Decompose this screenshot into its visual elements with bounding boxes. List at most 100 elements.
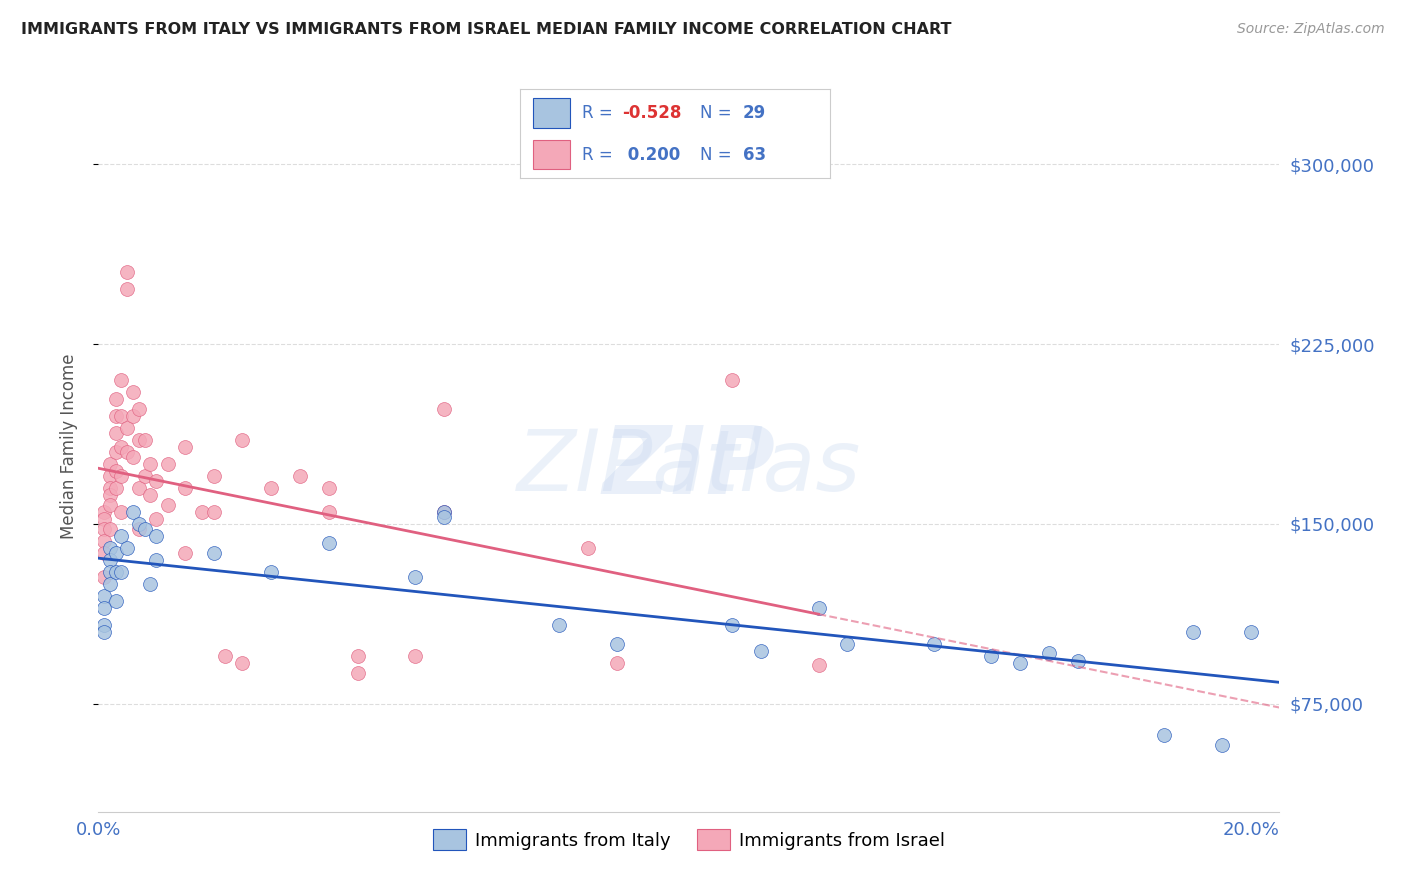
- Point: [93, 600, 115, 615]
- Point: [115, 421, 138, 435]
- Point: [122, 409, 145, 423]
- Point: [128, 401, 150, 416]
- Point: [115, 445, 138, 459]
- Point: [1067, 654, 1090, 668]
- Point: [807, 658, 830, 673]
- Point: [134, 469, 156, 483]
- Y-axis label: Median Family Income: Median Family Income: [59, 353, 77, 539]
- Point: [104, 593, 127, 607]
- Point: [104, 392, 127, 407]
- Legend: Immigrants from Italy, Immigrants from Israel: Immigrants from Italy, Immigrants from I…: [426, 822, 952, 857]
- Point: [134, 433, 156, 447]
- Point: [139, 457, 162, 471]
- Point: [115, 541, 138, 555]
- Point: [98, 457, 121, 471]
- Point: [93, 512, 115, 526]
- Point: [98, 577, 121, 591]
- Point: [104, 546, 127, 560]
- Text: 0.200: 0.200: [623, 145, 681, 164]
- Point: [122, 505, 145, 519]
- Point: [128, 433, 150, 447]
- Point: [98, 481, 121, 495]
- Point: [214, 648, 236, 663]
- Point: [980, 648, 1002, 663]
- Point: [93, 624, 115, 639]
- Point: [104, 425, 127, 440]
- Point: [93, 570, 115, 584]
- Point: [404, 570, 426, 584]
- Point: [98, 565, 121, 579]
- Point: [139, 488, 162, 502]
- Text: N =: N =: [700, 103, 737, 122]
- Point: [288, 469, 311, 483]
- Point: [145, 512, 167, 526]
- Text: 63: 63: [742, 145, 766, 164]
- Point: [93, 589, 115, 603]
- Point: [749, 644, 772, 658]
- Point: [721, 373, 744, 387]
- Point: [433, 505, 456, 519]
- Point: [1240, 624, 1263, 639]
- Point: [318, 536, 340, 550]
- Point: [1010, 656, 1032, 670]
- Text: R =: R =: [582, 145, 619, 164]
- Point: [807, 600, 830, 615]
- Point: [202, 469, 225, 483]
- Point: [260, 481, 283, 495]
- Point: [231, 433, 253, 447]
- Point: [104, 565, 127, 579]
- Point: [202, 505, 225, 519]
- Point: [1182, 624, 1205, 639]
- Point: [93, 522, 115, 536]
- Point: [1153, 728, 1175, 742]
- Text: ZIPatlas: ZIPatlas: [517, 426, 860, 509]
- Text: N =: N =: [700, 145, 737, 164]
- Point: [110, 440, 132, 454]
- Point: [98, 469, 121, 483]
- Point: [93, 617, 115, 632]
- Point: [104, 445, 127, 459]
- Point: [104, 464, 127, 478]
- Point: [104, 409, 127, 423]
- Point: [115, 265, 138, 279]
- Point: [122, 450, 145, 464]
- Point: [139, 577, 162, 591]
- Point: [110, 469, 132, 483]
- Text: Source: ZipAtlas.com: Source: ZipAtlas.com: [1237, 22, 1385, 37]
- Point: [98, 488, 121, 502]
- Point: [145, 529, 167, 543]
- Point: [128, 481, 150, 495]
- Point: [156, 498, 179, 512]
- Point: [433, 401, 456, 416]
- Text: -0.528: -0.528: [623, 103, 682, 122]
- Point: [318, 505, 340, 519]
- Point: [122, 385, 145, 400]
- Point: [110, 505, 132, 519]
- FancyBboxPatch shape: [533, 140, 569, 169]
- Point: [110, 529, 132, 543]
- Point: [110, 373, 132, 387]
- Text: IMMIGRANTS FROM ITALY VS IMMIGRANTS FROM ISRAEL MEDIAN FAMILY INCOME CORRELATION: IMMIGRANTS FROM ITALY VS IMMIGRANTS FROM…: [21, 22, 952, 37]
- Point: [548, 617, 571, 632]
- FancyBboxPatch shape: [533, 98, 569, 128]
- Point: [173, 481, 195, 495]
- Point: [98, 498, 121, 512]
- Point: [231, 656, 253, 670]
- Point: [1211, 738, 1233, 752]
- Point: [721, 617, 744, 632]
- Point: [98, 522, 121, 536]
- Point: [145, 474, 167, 488]
- Point: [128, 516, 150, 531]
- Point: [98, 541, 121, 555]
- Point: [98, 553, 121, 567]
- Point: [1038, 647, 1060, 661]
- Point: [93, 533, 115, 548]
- Point: [110, 409, 132, 423]
- Point: [606, 656, 628, 670]
- Text: R =: R =: [582, 103, 619, 122]
- Point: [128, 522, 150, 536]
- Point: [404, 648, 426, 663]
- Point: [134, 522, 156, 536]
- Point: [346, 648, 368, 663]
- Text: 29: 29: [742, 103, 766, 122]
